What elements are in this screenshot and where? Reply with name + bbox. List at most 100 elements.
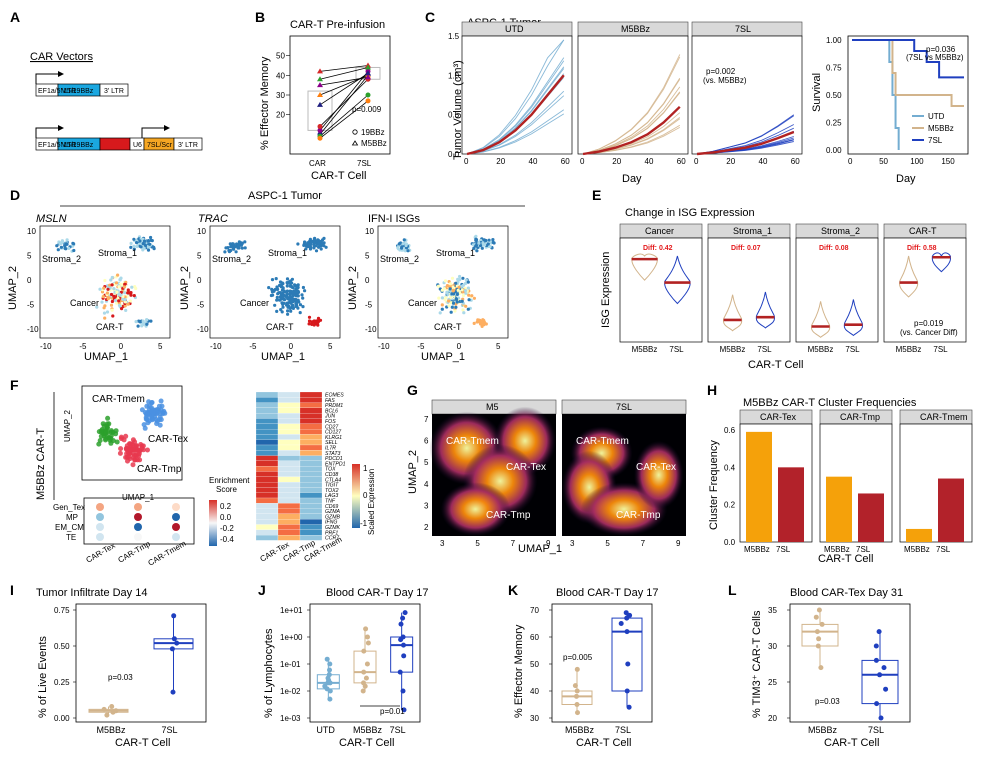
- cell-point: [309, 245, 313, 250]
- y-tick-label: 0.5: [448, 111, 460, 120]
- vector-label: EF1a/5' LTR: [38, 142, 77, 149]
- legend-label: UTD: [928, 112, 945, 121]
- data-point: [363, 626, 369, 632]
- data-point: [818, 665, 824, 671]
- data-point: [575, 710, 580, 716]
- violin: [811, 301, 831, 339]
- cell-point: [124, 451, 130, 457]
- x-tick-label: 3: [570, 539, 575, 548]
- legend-marker: [351, 140, 359, 146]
- panel-h: H M5BBz CAR-T Cluster Frequencies 0.0 0.2…: [707, 382, 973, 565]
- heatmap-cell: [255, 482, 279, 488]
- violin: [931, 252, 951, 273]
- cell-point: [474, 234, 478, 238]
- x-axis-label: Day: [896, 173, 916, 185]
- heatmap-cell: [299, 471, 323, 477]
- heatmap-cell: [277, 455, 301, 462]
- heatmap-cell: [299, 466, 323, 472]
- y-tick-label: -10: [365, 325, 377, 334]
- x-tick-label: 5: [158, 342, 163, 351]
- cell-point: [63, 246, 67, 250]
- facet-label: CAR-Tex: [760, 412, 797, 422]
- cell-point: [130, 455, 136, 460]
- heatmap-cell: [255, 529, 279, 536]
- cell-point: [123, 282, 127, 286]
- cell-point: [149, 235, 153, 240]
- cell-point: [102, 306, 106, 310]
- cell-point: [307, 315, 312, 319]
- y-axis-label: ISG Expression: [600, 252, 612, 328]
- colorbar-tick: -1: [360, 519, 368, 528]
- x-tick: CAR: [309, 159, 326, 168]
- cell-point: [310, 322, 314, 326]
- y-tick-label: 5: [365, 252, 370, 261]
- facet-label: UTD: [505, 24, 524, 34]
- box: [611, 617, 643, 692]
- data-point: [365, 74, 371, 80]
- data-point: [174, 640, 180, 646]
- cell-point: [489, 241, 493, 245]
- facet-frame: [883, 237, 967, 343]
- panel-title: CAR Vectors: [30, 51, 93, 63]
- cell-point: [113, 431, 119, 437]
- data-point: [873, 657, 879, 663]
- cluster-label: Cancer: [70, 298, 99, 308]
- heatmap-cell: [255, 402, 279, 409]
- p-value: p=0.019: [914, 319, 944, 328]
- y-tick-label: 10: [27, 227, 36, 236]
- legend-title: Enrichment: [209, 476, 250, 485]
- y-tick-label: 0: [197, 276, 202, 285]
- y-axis-label: UMAP_2: [407, 450, 419, 494]
- cell-point: [162, 410, 168, 416]
- cell-point: [134, 320, 138, 324]
- row-label: EM_CM: [55, 523, 84, 532]
- bar: [746, 431, 772, 542]
- cell-point: [158, 398, 164, 404]
- heatmap-cell: [277, 407, 301, 414]
- gene-label: TOX: [325, 467, 336, 473]
- cell-point: [307, 322, 311, 326]
- heatmap-cell: [299, 439, 323, 446]
- cell-point: [467, 293, 471, 297]
- heatmap-cell: [255, 519, 279, 525]
- cluster-label: Stroma_1: [98, 248, 137, 258]
- data-point: [816, 636, 822, 642]
- y-tick-label: 1e+01: [280, 606, 303, 615]
- enrichment-dot: [96, 503, 104, 511]
- panel-label: I: [10, 582, 14, 598]
- cell-point: [129, 293, 133, 297]
- pair-line: [319, 67, 369, 80]
- gene-labels: EOMESFASPRDM1BCL6JUNFOSCD27CD127KLRG1SEL…: [324, 393, 346, 542]
- heatmap-cell: [299, 503, 323, 509]
- heatmap-cell: [277, 513, 301, 520]
- cell-point: [461, 283, 466, 287]
- heatmap-cell: [299, 455, 323, 462]
- heatmap-cell: [277, 497, 301, 504]
- cell-point: [457, 285, 461, 289]
- cell-point: [130, 462, 136, 468]
- plot-frame: [789, 603, 911, 723]
- cell-point: [129, 241, 133, 245]
- cluster-label: CAR-Tmp: [137, 464, 182, 475]
- y-tick-label: 30: [768, 642, 777, 651]
- facet-label: CAR-T: [909, 226, 937, 236]
- cell-point: [300, 293, 304, 297]
- cell-point: [281, 305, 285, 309]
- cell-point: [466, 307, 470, 311]
- x-tick-label: 7SL: [615, 725, 631, 735]
- cluster-label: CAR-Tmp: [616, 510, 661, 521]
- heatmap-cell: [277, 402, 301, 409]
- y-tick-label: 0.00: [826, 146, 842, 155]
- cell-point: [243, 246, 247, 250]
- cell-point: [106, 297, 110, 301]
- heatmap-cell: [255, 497, 279, 504]
- x-tick-label: 40: [759, 157, 768, 166]
- cell-point: [129, 245, 133, 249]
- cell-point: [474, 237, 478, 241]
- cell-point: [460, 288, 464, 292]
- heatmap-cell: [255, 434, 279, 440]
- cell-point: [233, 245, 237, 249]
- colorbar-tick: -0.4: [220, 535, 234, 544]
- y-tick-label: -5: [197, 301, 205, 310]
- cell-point: [458, 274, 462, 279]
